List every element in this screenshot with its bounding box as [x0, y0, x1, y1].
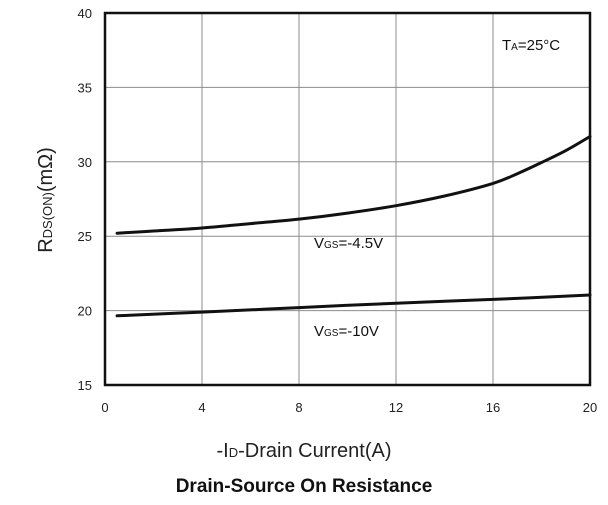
- series-line-0: [115, 135, 592, 235]
- x-axis-label: -ID-Drain Current(A): [217, 440, 392, 462]
- x-tick-label: 4: [198, 400, 205, 415]
- series-label-vgs-10v: VGS=-10V: [314, 323, 379, 340]
- chart-title: Drain-Source On Resistance: [175, 476, 433, 497]
- temperature-annotation: TA=25°C: [502, 37, 560, 54]
- x-tick-label: 16: [486, 400, 500, 415]
- y-tick-label: 35: [78, 80, 92, 95]
- y-tick-label: 20: [78, 304, 92, 319]
- x-tick-label: 20: [583, 400, 597, 415]
- series-line-1: [115, 293, 592, 318]
- y-axis-label: RDS(ON)(mΩ): [35, 147, 57, 253]
- x-tick-label: 12: [389, 400, 403, 415]
- plot-frame: [103, 11, 592, 387]
- y-tick-label: 30: [78, 155, 92, 170]
- grid: [105, 13, 590, 385]
- x-tick-label: 0: [101, 400, 108, 415]
- x-tick-label: 8: [295, 400, 302, 415]
- y-tick-label: 25: [78, 229, 92, 244]
- series-label-vgs-4.5v: VGS=-4.5V: [314, 235, 383, 252]
- y-tick-label: 40: [78, 6, 92, 21]
- series-lines: [115, 135, 592, 318]
- tick-labels: 0 4 8 12 16 20 15 20 25 30 35 40: [78, 6, 598, 415]
- y-tick-label: 15: [78, 378, 92, 393]
